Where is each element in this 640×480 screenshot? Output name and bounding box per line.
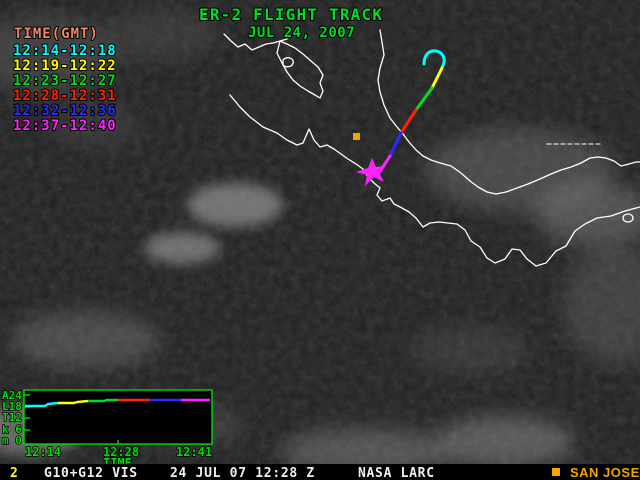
datetime-label: 24 JUL 07 12:28 Z <box>170 466 315 480</box>
alt-line-green <box>88 398 118 403</box>
y-axis-row-T12: T12 <box>2 411 22 424</box>
alt-line-yellow <box>58 399 89 405</box>
y-axis-row-m0: m 0 <box>2 434 22 447</box>
title-date: JUL 24, 2007 <box>248 25 355 41</box>
altitude-plot: A24 L18 T12 k 6 m 0 12:14 12:28 12:41 TI… <box>1 388 213 471</box>
y-axis-row-k6: k 6 <box>2 423 22 436</box>
track-segment-1214-1218 <box>422 49 446 70</box>
site-legend-square <box>552 468 560 476</box>
legend-row-1: 12:14-12:18 <box>13 43 117 59</box>
x-tick-1228: 12:28 <box>103 445 139 459</box>
alt-line-cyan <box>25 401 59 408</box>
coastline-nicoya-peninsula <box>276 40 324 99</box>
agency-label: NASA LARC <box>358 466 435 480</box>
x-tick-1241: 12:41 <box>176 445 212 459</box>
legend-row-6: 12:37-12:40 <box>13 118 117 134</box>
coastline-costarica-panama-pacific <box>229 94 640 267</box>
y-axis-row-L18: L18 <box>2 400 22 413</box>
legend-row-4: 12:28-12:31 <box>13 88 117 104</box>
product-label: G10+G12 VIS <box>44 466 138 480</box>
coastline-nicaragua <box>223 33 288 51</box>
legend-row-2: 12:19-12:22 <box>13 58 117 74</box>
legend-row-3: 12:23-12:27 <box>13 73 117 89</box>
time-legend: TIME(GMT) 12:14-12:18 12:19-12:22 12:23-… <box>12 25 117 135</box>
coiba-island-outline <box>622 213 634 223</box>
site-label: SAN JOSE <box>570 465 640 480</box>
track-segment-1232-1236 <box>388 131 403 158</box>
page-title: ER-2 FLIGHT TRACK <box>199 5 383 24</box>
aircraft-position-icon <box>356 158 386 186</box>
plot-background <box>24 390 212 444</box>
flight-track <box>356 49 446 186</box>
lake-arenal-outline <box>282 57 294 68</box>
plot-x-axis-labels: 12:14 12:28 12:41 TIME <box>24 444 213 471</box>
y-axis-row-A24: A24 <box>2 389 22 402</box>
coastline-caribbean <box>377 29 640 195</box>
status-bar-background <box>0 464 640 480</box>
coastline-overlay <box>223 29 640 267</box>
legend-row-5: 12:32-12:36 <box>13 103 117 119</box>
plot-y-axis-labels: A24 L18 T12 k 6 m 0 <box>1 388 23 448</box>
status-bar: 2 G10+G12 VIS 24 JUL 07 12:28 Z NASA LAR… <box>0 464 640 480</box>
title-block: ER-2 FLIGHT TRACK JUL 24, 2007 <box>198 4 383 42</box>
frame-number: 2 <box>10 466 19 480</box>
ground-site-square <box>353 133 360 140</box>
track-segment-1228-1231 <box>399 108 418 135</box>
legend-header: TIME(GMT) <box>14 26 99 42</box>
track-segment-1219-1222 <box>430 66 444 90</box>
track-segment-1223-1227 <box>414 86 434 112</box>
sensor-grain <box>0 0 640 464</box>
altitude-profile-line <box>25 398 210 408</box>
x-tick-1214: 12:14 <box>25 445 61 459</box>
